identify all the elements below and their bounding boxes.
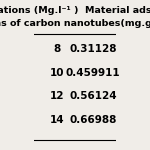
Text: ams of carbon nanotubes(mg.g⁻¹): ams of carbon nanotubes(mg.g⁻¹) bbox=[0, 19, 150, 28]
Text: trations (Mg.l⁻¹ )  Material adsor: trations (Mg.l⁻¹ ) Material adsor bbox=[0, 6, 150, 15]
Text: 12: 12 bbox=[50, 91, 64, 101]
Text: 0.459911: 0.459911 bbox=[66, 68, 121, 78]
Text: 0.31128: 0.31128 bbox=[69, 44, 117, 54]
Text: 14: 14 bbox=[50, 115, 64, 125]
Text: 8: 8 bbox=[53, 44, 60, 54]
Text: 0.66988: 0.66988 bbox=[70, 115, 117, 125]
Text: 0.56124: 0.56124 bbox=[69, 91, 117, 101]
Text: 10: 10 bbox=[50, 68, 64, 78]
